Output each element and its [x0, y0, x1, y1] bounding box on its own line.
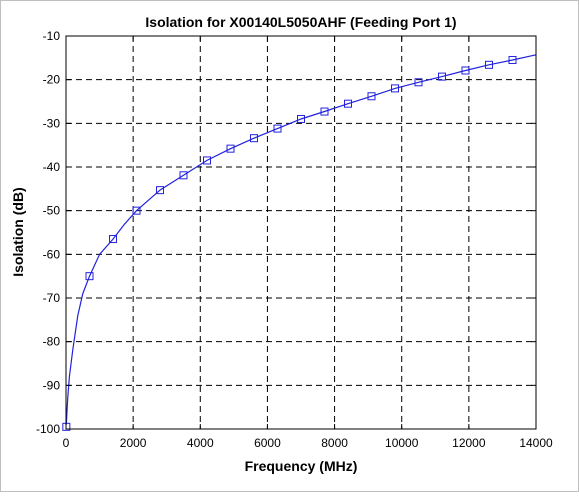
x-tick-label: 8000	[321, 436, 348, 450]
y-tick-label: -50	[43, 204, 61, 218]
data-point-marker	[273, 124, 282, 133]
data-point-marker	[391, 84, 399, 93]
series-line	[65, 54, 537, 425]
series-layer	[62, 54, 537, 431]
x-tick-label: 4000	[187, 436, 214, 450]
data-point-marker	[344, 99, 352, 108]
x-tick-label: 0	[63, 436, 70, 450]
x-tick-label: 6000	[254, 436, 281, 450]
y-tick-label: -90	[43, 378, 61, 392]
y-tick-label: -80	[43, 335, 61, 349]
y-tick-label: -20	[43, 73, 61, 87]
data-point-marker	[156, 186, 164, 195]
chart-title: Isolation for X00140L5050AHF (Feeding Po…	[145, 14, 456, 30]
x-tick-label: 2000	[120, 436, 147, 450]
data-point-marker	[132, 206, 141, 215]
x-axis-label: Frequency (MHz)	[245, 458, 358, 474]
y-tick-label: -30	[43, 116, 61, 130]
data-point-marker	[179, 171, 188, 180]
plot-area	[66, 36, 536, 429]
y-tick-label: -40	[43, 160, 61, 174]
data-point-marker	[367, 92, 376, 101]
data-point-marker	[226, 144, 235, 153]
data-point-marker	[461, 66, 470, 75]
data-point-marker	[414, 78, 423, 87]
x-tick-label: 12000	[452, 436, 486, 450]
data-point-marker	[485, 60, 493, 69]
data-point-marker	[508, 56, 517, 65]
x-tick-label: 14000	[519, 436, 553, 450]
y-axis-label: Isolation (dB)	[10, 187, 26, 276]
data-point-marker	[203, 156, 211, 165]
y-tick-label: -100	[36, 422, 60, 436]
data-point-marker	[297, 114, 305, 123]
data-point-marker	[320, 107, 329, 116]
tick-layer: 0 2000 4000 6000 8000 10000 12000 14000 -100 -90 -…	[36, 29, 553, 450]
data-point-marker	[109, 235, 117, 244]
data-point-marker	[438, 72, 446, 81]
y-tick-label: -60	[43, 247, 61, 261]
y-tick-label: -70	[43, 291, 61, 305]
plot-frame	[65, 35, 537, 430]
data-point-marker	[85, 272, 94, 281]
data-point-marker	[250, 134, 258, 143]
grid-lines	[66, 36, 536, 429]
y-tick-label: -10	[43, 29, 61, 43]
x-tick-label: 10000	[385, 436, 419, 450]
